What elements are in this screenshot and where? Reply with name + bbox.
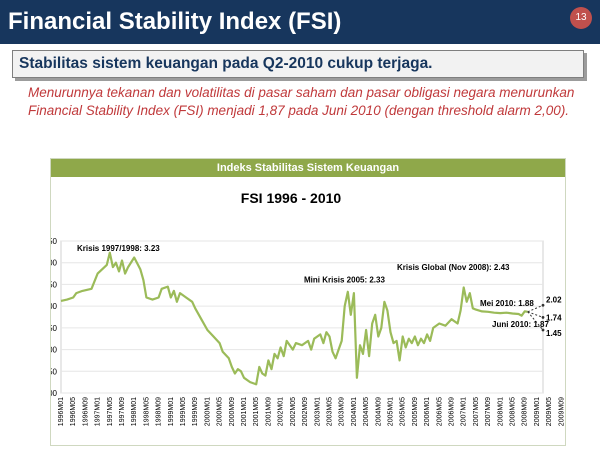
x-tick-label: 1997M05	[107, 397, 114, 426]
x-tick-label: 1996M01	[58, 397, 65, 426]
projection-line	[527, 304, 544, 313]
subtitle-box: Stabilitas sistem keuangan pada Q2-2010 …	[12, 50, 584, 78]
x-tick-label: 2001M09	[265, 397, 272, 426]
x-tick-label: 2009M05	[546, 397, 553, 426]
x-tick-label: 1998M05	[143, 397, 150, 426]
x-tick-label: 2005M05	[400, 397, 407, 426]
x-tick-label: 2009M09	[558, 397, 565, 426]
annotation-label: Mini Krisis 2005: 2.33	[304, 275, 385, 284]
y-tick-label: 0.00	[51, 389, 58, 398]
fsi-line-chart: FSI 1996 - 2010 0.00 0.50 1.00 1.50 2.00 2.50…	[51, 190, 565, 426]
x-tick-label: 2008M05	[509, 397, 516, 426]
x-tick-label: 2004M05	[363, 397, 370, 426]
subtitle-text: Stabilitas sistem keuangan pada Q2-2010 …	[19, 55, 433, 72]
x-tick-label: 1997M01	[95, 397, 102, 426]
x-tick-label: 2002M05	[290, 397, 297, 426]
x-tick-label: 2007M09	[485, 397, 492, 426]
chart-frame: Indeks Stabilitas Sistem Keuangan FSI 19…	[50, 158, 566, 446]
page-title: Financial Stability Index (FSI)	[8, 8, 342, 35]
x-tick-label: 1999M09	[192, 397, 199, 426]
x-tick-label: 2003M05	[326, 397, 333, 426]
x-tick-label: 2002M09	[302, 397, 309, 426]
y-tick-label: 1.50	[51, 324, 58, 333]
projection-value-label: 1.45	[546, 329, 562, 338]
x-tick-label: 2004M09	[375, 397, 382, 426]
x-tick-label: 1998M09	[156, 397, 163, 426]
x-tick-label: 2006M09	[448, 397, 455, 426]
x-tick-label: 1996M09	[82, 397, 89, 426]
x-tick-label: 2000M09	[229, 397, 236, 426]
x-tick-label: 1997M09	[119, 397, 126, 426]
x-tick-label: 2009M01	[534, 397, 541, 426]
x-tick-label: 2005M01	[387, 397, 394, 426]
annotation-label: Krisis Global (Nov 2008): 2.43	[397, 263, 510, 272]
description-text: Menurunnya tekanan dan volatilitas di pa…	[28, 85, 575, 118]
projection-value-label: 2.02	[546, 295, 562, 304]
y-tick-label: 2.50	[51, 280, 58, 289]
x-tick-label: 1999M01	[168, 397, 175, 426]
y-tick-label: 2.00	[51, 302, 58, 311]
header-bar: Financial Stability Index (FSI) 13	[0, 0, 600, 44]
projection-point	[541, 303, 545, 307]
y-tick-label: 3.00	[51, 259, 58, 268]
fsi-series-line	[60, 251, 528, 386]
x-tick-label: 2008M01	[497, 397, 504, 426]
x-tick-label: 1996M05	[70, 397, 77, 426]
x-tick-label: 2005M09	[412, 397, 419, 426]
x-tick-label: 2007M05	[473, 397, 480, 426]
x-tick-label: 2006M01	[424, 397, 431, 426]
x-tick-label: 2001M05	[253, 397, 260, 426]
x-tick-label: 2004M01	[351, 397, 358, 426]
y-tick-label: 0.50	[51, 367, 58, 376]
chart-band-title: Indeks Stabilitas Sistem Keuangan	[51, 159, 565, 177]
x-tick-label: 2002M01	[278, 397, 285, 426]
annotation-label: Juni 2010: 1.87	[492, 320, 549, 329]
x-tick-label: 2008M09	[522, 397, 529, 426]
projection-value-label: 1.74	[546, 313, 562, 322]
y-tick-label: 3.50	[51, 237, 58, 246]
x-tick-label: 1998M01	[131, 397, 138, 426]
projection-point	[541, 328, 545, 332]
x-tick-label: 2007M01	[461, 397, 468, 426]
projection-point	[541, 316, 545, 319]
annotation-label: Mei 2010: 1.88	[480, 299, 534, 308]
annotation-label: Krisis 1997/1998: 3.23	[77, 244, 160, 253]
x-tick-label: 2000M01	[204, 397, 211, 426]
x-tick-label: 2000M05	[217, 397, 224, 426]
y-tick-label: 1.00	[51, 346, 58, 355]
x-tick-label: 2006M05	[436, 397, 443, 426]
page-number-badge: 13	[570, 7, 592, 29]
x-tick-label: 2001M01	[241, 397, 248, 426]
chart-title: FSI 1996 - 2010	[241, 190, 342, 206]
x-tick-label: 2003M09	[339, 397, 346, 426]
projection-line	[527, 311, 544, 318]
x-tick-label: 2003M01	[314, 397, 321, 426]
x-tick-label: 1999M05	[180, 397, 187, 426]
